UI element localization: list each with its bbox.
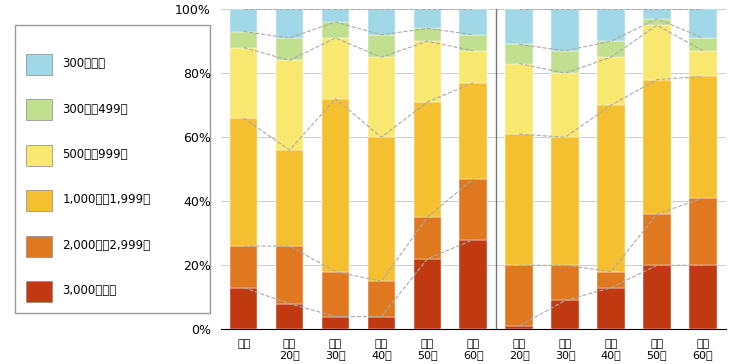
Bar — [276, 150, 304, 246]
Bar — [643, 25, 671, 80]
Bar — [689, 198, 717, 265]
Bar — [505, 64, 533, 134]
Bar — [643, 80, 671, 214]
Bar — [322, 272, 349, 317]
Bar — [26, 99, 52, 120]
Bar — [459, 240, 487, 329]
Bar — [276, 38, 304, 60]
Bar — [414, 259, 441, 329]
Bar — [230, 246, 258, 288]
Bar — [643, 19, 671, 25]
Bar — [322, 38, 349, 99]
Bar — [551, 137, 579, 265]
Text: 2,000円～2,999円: 2,000円～2,999円 — [63, 239, 151, 252]
Bar — [26, 54, 52, 75]
Bar — [230, 32, 258, 48]
Text: 300円未満: 300円未満 — [63, 57, 106, 70]
Bar — [505, 326, 533, 329]
Bar — [368, 57, 395, 137]
Bar — [26, 281, 52, 302]
Bar — [414, 9, 441, 28]
Bar — [551, 301, 579, 329]
Bar — [597, 272, 625, 288]
Bar — [276, 9, 304, 38]
Text: 500円～999円: 500円～999円 — [63, 148, 128, 161]
Bar — [276, 246, 304, 304]
Text: 300円～499円: 300円～499円 — [63, 103, 128, 115]
Bar — [597, 288, 625, 329]
Bar — [368, 9, 395, 35]
Bar — [643, 9, 671, 19]
Bar — [368, 35, 395, 57]
Bar — [459, 9, 487, 35]
FancyBboxPatch shape — [15, 25, 210, 313]
Bar — [689, 51, 717, 76]
Bar — [505, 265, 533, 326]
Bar — [322, 99, 349, 272]
Bar — [26, 145, 52, 166]
Bar — [505, 44, 533, 64]
Bar — [230, 9, 258, 32]
Bar — [551, 73, 579, 137]
Bar — [414, 102, 441, 217]
Bar — [276, 304, 304, 329]
Bar — [230, 48, 258, 118]
Bar — [689, 9, 717, 38]
Bar — [368, 317, 395, 329]
Bar — [597, 105, 625, 272]
Bar — [689, 76, 717, 198]
Bar — [505, 9, 533, 44]
Text: 3,000円以上: 3,000円以上 — [63, 284, 117, 297]
Bar — [368, 281, 395, 317]
Bar — [505, 134, 533, 265]
Bar — [597, 57, 625, 105]
Bar — [230, 288, 258, 329]
Bar — [689, 38, 717, 51]
Bar — [551, 265, 579, 301]
Bar — [414, 217, 441, 259]
Bar — [643, 265, 671, 329]
Bar — [322, 317, 349, 329]
Bar — [368, 137, 395, 281]
Bar — [414, 28, 441, 41]
Bar — [459, 83, 487, 179]
Bar — [230, 118, 258, 246]
Bar — [322, 22, 349, 38]
Bar — [643, 214, 671, 265]
Bar — [26, 236, 52, 257]
Bar — [459, 179, 487, 240]
Bar — [276, 60, 304, 150]
Bar — [597, 9, 625, 41]
Bar — [551, 9, 579, 51]
Bar — [26, 190, 52, 211]
Bar — [459, 35, 487, 51]
Text: 1,000円～1,999円: 1,000円～1,999円 — [63, 194, 151, 206]
Bar — [551, 51, 579, 73]
Bar — [414, 41, 441, 102]
Bar — [689, 265, 717, 329]
Bar — [322, 9, 349, 22]
Bar — [597, 41, 625, 57]
Bar — [459, 51, 487, 83]
